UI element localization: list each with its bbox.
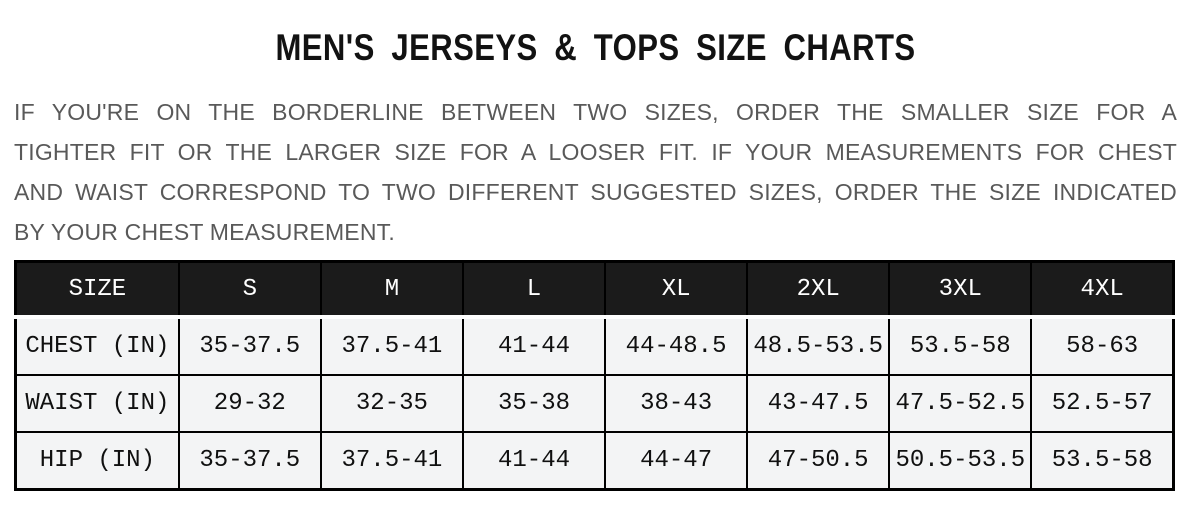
value-cell: 35-38 [461, 374, 607, 433]
header-cell-3xl: 3XL [888, 260, 1033, 319]
intro-line: AND WAIST CORRESPOND TO TWO DIFFERENT SU… [14, 179, 1177, 205]
intro-line: IF YOU'RE ON THE BORDERLINE BETWEEN TWO … [14, 99, 1177, 125]
value-cell: 50.5-53.5 [888, 431, 1033, 491]
intro-paragraph: IF YOU'RE ON THE BORDERLINE BETWEEN TWO … [14, 92, 1177, 252]
intro-line: TIGHTER FIT OR THE LARGER SIZE FOR A LOO… [14, 139, 1177, 165]
value-cell: 32-35 [319, 374, 464, 433]
value-cell: 41-44 [461, 316, 607, 376]
value-cell: 35-37.5 [177, 431, 322, 491]
header-cell-2xl: 2XL [746, 260, 891, 319]
value-cell: 44-48.5 [604, 316, 749, 376]
row-label-cell: HIP (IN) [14, 431, 180, 491]
value-cell: 29-32 [177, 374, 322, 433]
value-cell: 37.5-41 [319, 431, 464, 491]
value-cell: 48.5-53.5 [746, 316, 891, 376]
header-cell-s: S [177, 260, 322, 319]
table-row-waist: WAIST (IN) 29-32 32-35 35-38 38-43 43-47… [14, 374, 1175, 433]
value-cell: 53.5-58 [888, 316, 1033, 376]
value-cell: 52.5-57 [1030, 374, 1175, 433]
value-cell: 35-37.5 [177, 316, 322, 376]
header-cell-l: L [461, 260, 607, 319]
size-chart-page: MEN'S JERSEYS & TOPS SIZE CHARTS IF YOU'… [14, 0, 1177, 491]
table-row-chest: CHEST (IN) 35-37.5 37.5-41 41-44 44-48.5… [14, 316, 1175, 376]
size-chart-table: SIZE S M L XL 2XL 3XL 4XL CHEST (IN) 35-… [14, 260, 1175, 491]
intro-line: BY YOUR CHEST MEASUREMENT. [14, 219, 395, 245]
value-cell: 53.5-58 [1030, 431, 1175, 491]
table-header-row: SIZE S M L XL 2XL 3XL 4XL [14, 260, 1175, 319]
header-cell-size: SIZE [14, 260, 180, 319]
value-cell: 43-47.5 [746, 374, 891, 433]
value-cell: 37.5-41 [319, 316, 464, 376]
page-title: MEN'S JERSEYS & TOPS SIZE CHARTS [275, 27, 916, 68]
value-cell: 47-50.5 [746, 431, 891, 491]
value-cell: 47.5-52.5 [888, 374, 1033, 433]
header-cell-xl: XL [604, 260, 749, 319]
table-row-hip: HIP (IN) 35-37.5 37.5-41 41-44 44-47 47-… [14, 431, 1175, 491]
value-cell: 38-43 [604, 374, 749, 433]
row-label-cell: WAIST (IN) [14, 374, 180, 433]
value-cell: 41-44 [461, 431, 607, 491]
header-cell-m: M [319, 260, 464, 319]
row-label-cell: CHEST (IN) [14, 316, 180, 376]
value-cell: 44-47 [604, 431, 749, 491]
value-cell: 58-63 [1030, 316, 1175, 376]
header-cell-4xl: 4XL [1030, 260, 1175, 319]
